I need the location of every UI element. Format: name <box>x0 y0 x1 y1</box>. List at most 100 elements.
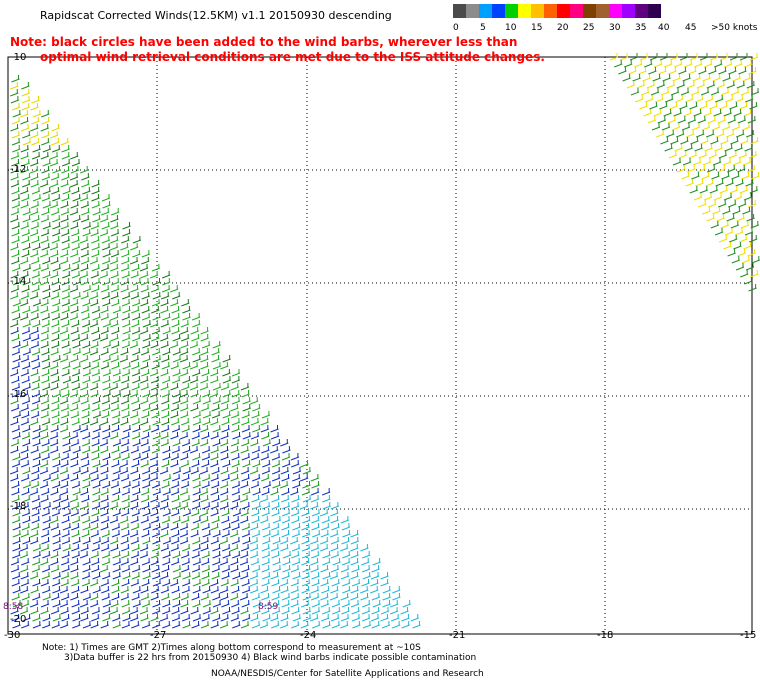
wind-barb <box>30 306 40 314</box>
wind-barb <box>220 453 229 461</box>
legend-label: 15 <box>531 23 543 33</box>
legend-label: 45 <box>685 23 697 33</box>
wind-barb <box>111 425 120 433</box>
wind-barb <box>71 551 81 559</box>
wind-barb <box>211 348 220 356</box>
wind-barb <box>92 502 101 510</box>
wind-barb <box>102 278 111 286</box>
wind-barb <box>290 593 300 601</box>
wind-barb <box>340 572 350 580</box>
wind-barb <box>11 334 20 342</box>
wind-barb <box>40 495 49 503</box>
wind-barb <box>666 130 675 138</box>
wind-barb <box>340 614 350 622</box>
wind-barb <box>281 600 290 608</box>
wind-barb <box>150 285 160 293</box>
wind-barb <box>725 95 734 103</box>
wind-barb <box>41 369 50 377</box>
wind-barb <box>684 60 693 68</box>
wind-barb <box>739 186 748 194</box>
wind-barb <box>250 432 260 440</box>
wind-barb <box>673 109 682 117</box>
wind-barb <box>301 488 311 496</box>
wind-barb <box>102 551 111 559</box>
wind-barb <box>121 404 130 412</box>
wind-barb <box>212 600 222 608</box>
wind-barb <box>81 411 90 419</box>
wind-barb <box>270 446 279 454</box>
wind-barb <box>390 600 399 608</box>
wind-barb <box>92 537 102 545</box>
wind-barb <box>220 439 229 447</box>
wind-barb <box>122 481 132 489</box>
wind-barb <box>10 285 20 293</box>
wind-barb <box>22 320 31 328</box>
wind-barb <box>40 390 49 398</box>
wind-barb <box>658 67 667 75</box>
wind-barb <box>21 236 30 244</box>
wind-barb <box>330 530 339 538</box>
wind-barb <box>10 166 19 174</box>
wind-barb <box>112 565 121 573</box>
wind-barb <box>639 102 648 110</box>
wind-barb <box>150 516 160 524</box>
wind-barb <box>72 257 81 265</box>
legend-label: 40 <box>658 23 670 33</box>
wind-barb <box>92 397 101 405</box>
wind-barb <box>140 327 149 335</box>
wind-barb <box>171 614 181 622</box>
wind-barb <box>746 81 755 89</box>
wind-barb <box>674 60 683 68</box>
wind-barb <box>260 453 270 461</box>
wind-barb <box>412 621 421 629</box>
wind-barb <box>302 467 312 475</box>
wind-barb <box>199 467 209 475</box>
wind-barb <box>746 214 755 222</box>
wind-barb <box>21 159 30 167</box>
wind-barb <box>39 467 49 475</box>
wind-barb <box>150 467 159 475</box>
wind-barb <box>380 572 389 580</box>
wind-barb <box>21 376 30 384</box>
wind-barb <box>149 474 159 482</box>
wind-barb <box>160 299 169 307</box>
wind-barb <box>311 579 320 587</box>
wind-barb <box>32 502 41 510</box>
note-line-2: optimal wind retrieval conditions are me… <box>40 50 545 64</box>
wind-barb <box>232 495 241 503</box>
wind-barb <box>721 123 731 131</box>
wind-barb <box>724 228 734 236</box>
wind-barb <box>72 194 81 202</box>
wind-barb <box>724 60 733 68</box>
wind-barb <box>261 593 270 601</box>
wind-barb <box>90 222 100 230</box>
wind-barb <box>212 383 222 391</box>
lon-label-27: -27 <box>150 630 167 641</box>
wind-barb <box>291 621 300 629</box>
wind-barb <box>51 236 60 244</box>
wind-barb <box>60 355 69 363</box>
wind-barb <box>121 250 130 258</box>
wind-barb <box>710 221 719 229</box>
wind-barb <box>172 390 182 398</box>
wind-barb <box>60 257 69 265</box>
wind-barb <box>130 495 139 503</box>
wind-barb <box>231 460 240 468</box>
wind-barb <box>41 117 50 125</box>
wind-barb <box>101 586 110 594</box>
wind-barb <box>281 502 291 510</box>
wind-barb <box>10 327 19 335</box>
wind-barb <box>341 551 351 559</box>
wind-barb <box>121 579 130 587</box>
wind-barb <box>111 362 120 370</box>
wind-barb <box>291 516 300 524</box>
wind-barb <box>692 74 701 82</box>
wind-barb <box>139 607 149 615</box>
wind-barb <box>624 60 633 68</box>
wind-barb <box>121 271 131 279</box>
wind-barb <box>191 509 200 517</box>
wind-barb <box>40 481 49 489</box>
wind-barb <box>61 530 70 538</box>
wind-barb <box>101 243 111 251</box>
wind-barb <box>170 523 179 531</box>
